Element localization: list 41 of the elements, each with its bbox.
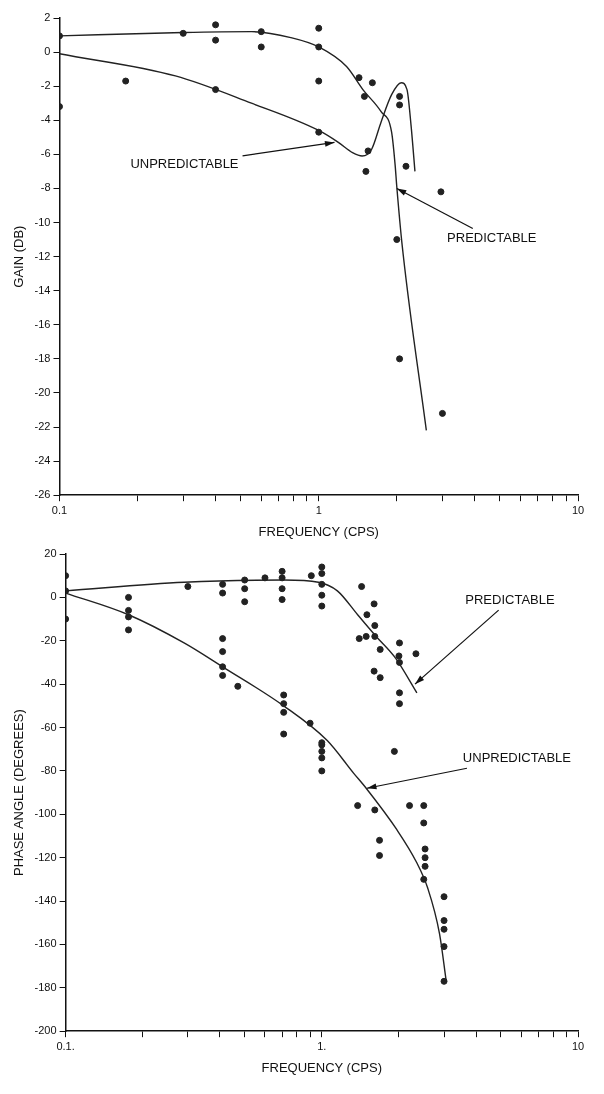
x-tick-label: 10 (571, 503, 585, 516)
y-tick-label: -160 (34, 937, 57, 950)
x-tick-label: 0.1. (56, 1039, 75, 1052)
y-tick-label: -40 (40, 677, 57, 690)
y-tick-label: -22 (34, 420, 51, 433)
y-tick-label: -200 (34, 1024, 57, 1037)
y-tick-label: -12 (34, 249, 51, 262)
y-tick-label: -24 (34, 454, 51, 467)
y-tick-label: -80 (40, 763, 57, 776)
y-tick-label: 0 (50, 590, 57, 603)
y-tick-label: 20 (44, 547, 57, 560)
x-tick-label: 10 (571, 1039, 585, 1052)
y-axis-title: GAIN (DB) (11, 225, 27, 288)
y-tick-label: -6 (40, 147, 51, 160)
y-tick-label: -20 (34, 385, 51, 398)
y-tick-label: -8 (40, 181, 51, 194)
annotation: PREDICTABLE (465, 591, 555, 607)
y-tick-label: -16 (34, 317, 51, 330)
annotation: UNPREDICTABLE (462, 749, 572, 765)
y-tick-label: -10 (34, 215, 51, 228)
annotation: PREDICTABLE (447, 230, 537, 246)
y-tick-label: -18 (34, 351, 51, 364)
y-tick-label: 2 (44, 11, 51, 24)
y-tick-label: -100 (34, 807, 57, 820)
y-tick-label: -140 (34, 894, 57, 907)
y-tick-label: -60 (40, 720, 57, 733)
x-axis-title: FREQUENCY (CPS) (261, 1059, 382, 1075)
y-tick-label: -4 (40, 113, 51, 126)
y-tick-label: -20 (40, 633, 57, 646)
y-tick-label: -14 (34, 283, 51, 296)
x-axis-title: FREQUENCY (CPS) (258, 523, 379, 539)
y-tick-label: -180 (34, 980, 57, 993)
y-tick-label: -26 (34, 488, 51, 501)
x-tick-label: 1. (317, 1039, 327, 1052)
y-tick-label: -120 (34, 850, 57, 863)
y-tick-label: -2 (40, 79, 51, 92)
y-tick-label: 0 (44, 45, 51, 58)
x-tick-label: 0.1 (51, 503, 68, 516)
annotation: UNPREDICTABLE (130, 155, 239, 171)
x-tick-label: 1 (315, 503, 322, 516)
y-axis-title: PHASE ANGLE (DEGREES) (11, 709, 27, 877)
